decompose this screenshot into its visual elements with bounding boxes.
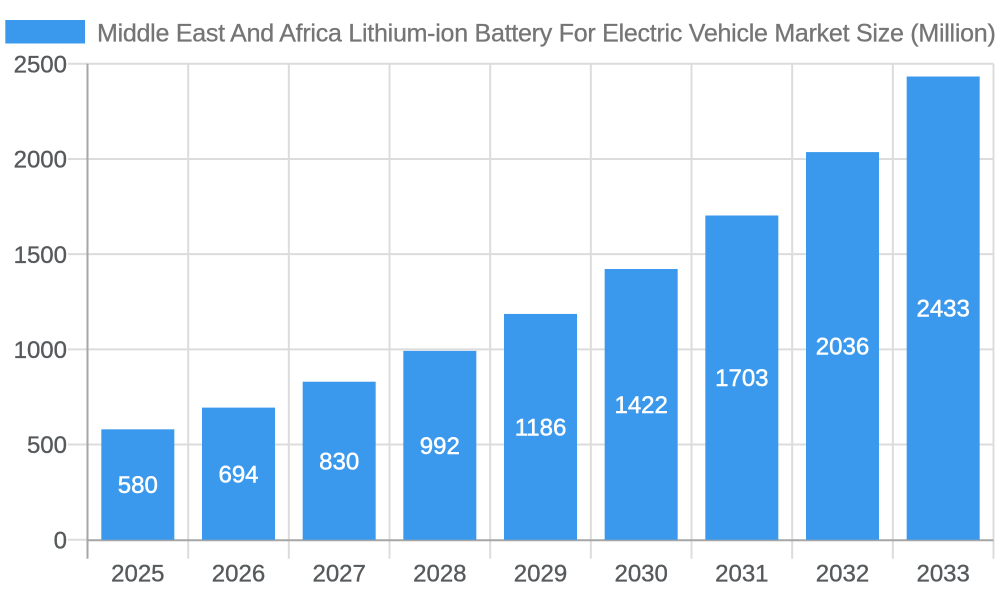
svg-text:580: 580 (118, 472, 158, 499)
svg-text:2028: 2028 (413, 561, 466, 588)
svg-text:2000: 2000 (14, 147, 67, 174)
svg-text:992: 992 (420, 433, 460, 460)
svg-text:694: 694 (218, 461, 258, 488)
svg-text:0: 0 (54, 527, 67, 554)
svg-text:2033: 2033 (916, 561, 969, 588)
svg-text:2027: 2027 (312, 561, 365, 588)
svg-text:2032: 2032 (816, 561, 869, 588)
svg-text:500: 500 (27, 432, 67, 459)
svg-text:2433: 2433 (916, 296, 969, 323)
svg-text:2025: 2025 (111, 561, 164, 588)
svg-text:2031: 2031 (715, 561, 768, 588)
svg-text:2026: 2026 (212, 561, 265, 588)
svg-text:2036: 2036 (816, 334, 869, 361)
svg-text:1422: 1422 (614, 392, 667, 419)
svg-text:2029: 2029 (514, 561, 567, 588)
svg-text:1500: 1500 (14, 242, 67, 269)
svg-text:1186: 1186 (515, 414, 567, 441)
svg-text:2030: 2030 (614, 561, 667, 588)
svg-text:Middle East And Africa Lithium: Middle East And Africa Lithium-ion Batte… (97, 19, 996, 47)
svg-text:830: 830 (319, 448, 359, 475)
svg-text:2500: 2500 (14, 51, 67, 78)
svg-text:1703: 1703 (715, 365, 768, 392)
svg-text:1000: 1000 (14, 337, 67, 364)
